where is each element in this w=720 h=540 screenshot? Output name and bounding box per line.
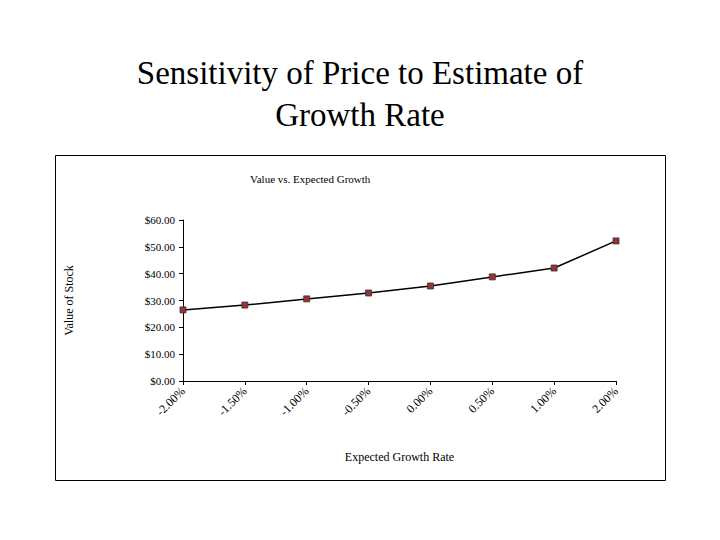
svg-text:2.00%: 2.00%	[589, 384, 621, 416]
svg-text:Expected Growth Rate: Expected Growth Rate	[345, 450, 454, 464]
html-text:Sensitivity of Price to Estima: Sensitivity of Price to Estimate of Grow…	[136, 55, 584, 133]
svg-text:1.00%: 1.00%	[527, 384, 559, 416]
svg-text:-1.00%: -1.00%	[277, 384, 312, 419]
svg-text:$50.00: $50.00	[145, 241, 176, 253]
svg-text:$20.00: $20.00	[145, 321, 176, 333]
svg-text:$30.00: $30.00	[145, 295, 176, 307]
svg-text:$60.00: $60.00	[145, 214, 176, 226]
svg-text:$10.00: $10.00	[145, 348, 176, 360]
svg-text:Value of Stock: Value of Stock	[62, 265, 76, 336]
svg-text:$40.00: $40.00	[145, 268, 176, 280]
svg-text:$0.00: $0.00	[150, 375, 175, 387]
svg-text:Value vs. Expected Growth: Value vs. Expected Growth	[250, 173, 371, 185]
svg-text:-1.50%: -1.50%	[215, 384, 250, 419]
svg-text:0.50%: 0.50%	[465, 384, 497, 416]
svg-text:-2.00%: -2.00%	[153, 384, 188, 419]
svg-text:0.00%: 0.00%	[404, 384, 436, 416]
svg-text:-0.50%: -0.50%	[339, 384, 374, 419]
